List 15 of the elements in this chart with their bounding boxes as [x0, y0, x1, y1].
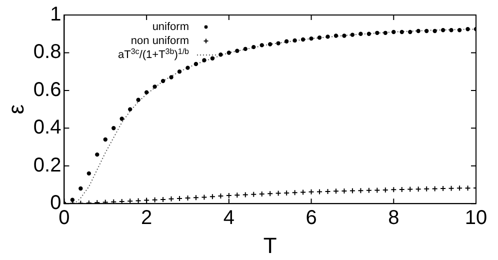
x-tick-label: 6 [306, 207, 317, 230]
y-tick-label: 1 [50, 4, 62, 26]
x-tick-label: 2 [141, 207, 152, 230]
x-tick-label: 10 [464, 207, 488, 230]
y-tick-label: 0.2 [33, 154, 62, 176]
y-tick-label: 0.6 [33, 78, 62, 101]
y-axis-title: ε [3, 104, 28, 114]
x-tick-label: 8 [388, 207, 400, 230]
y-tick-label: 0.4 [33, 116, 62, 139]
legend-label: aT$^{3c}$/(1+T$^{3b}$)$^{1/b}$ [118, 46, 190, 61]
legend-label: uniform [152, 21, 190, 33]
y-tick-label: 0.8 [33, 41, 62, 64]
x-axis-title: T [263, 232, 277, 258]
legend-label: non uniform [131, 35, 190, 47]
x-tick-label: 4 [223, 207, 234, 230]
